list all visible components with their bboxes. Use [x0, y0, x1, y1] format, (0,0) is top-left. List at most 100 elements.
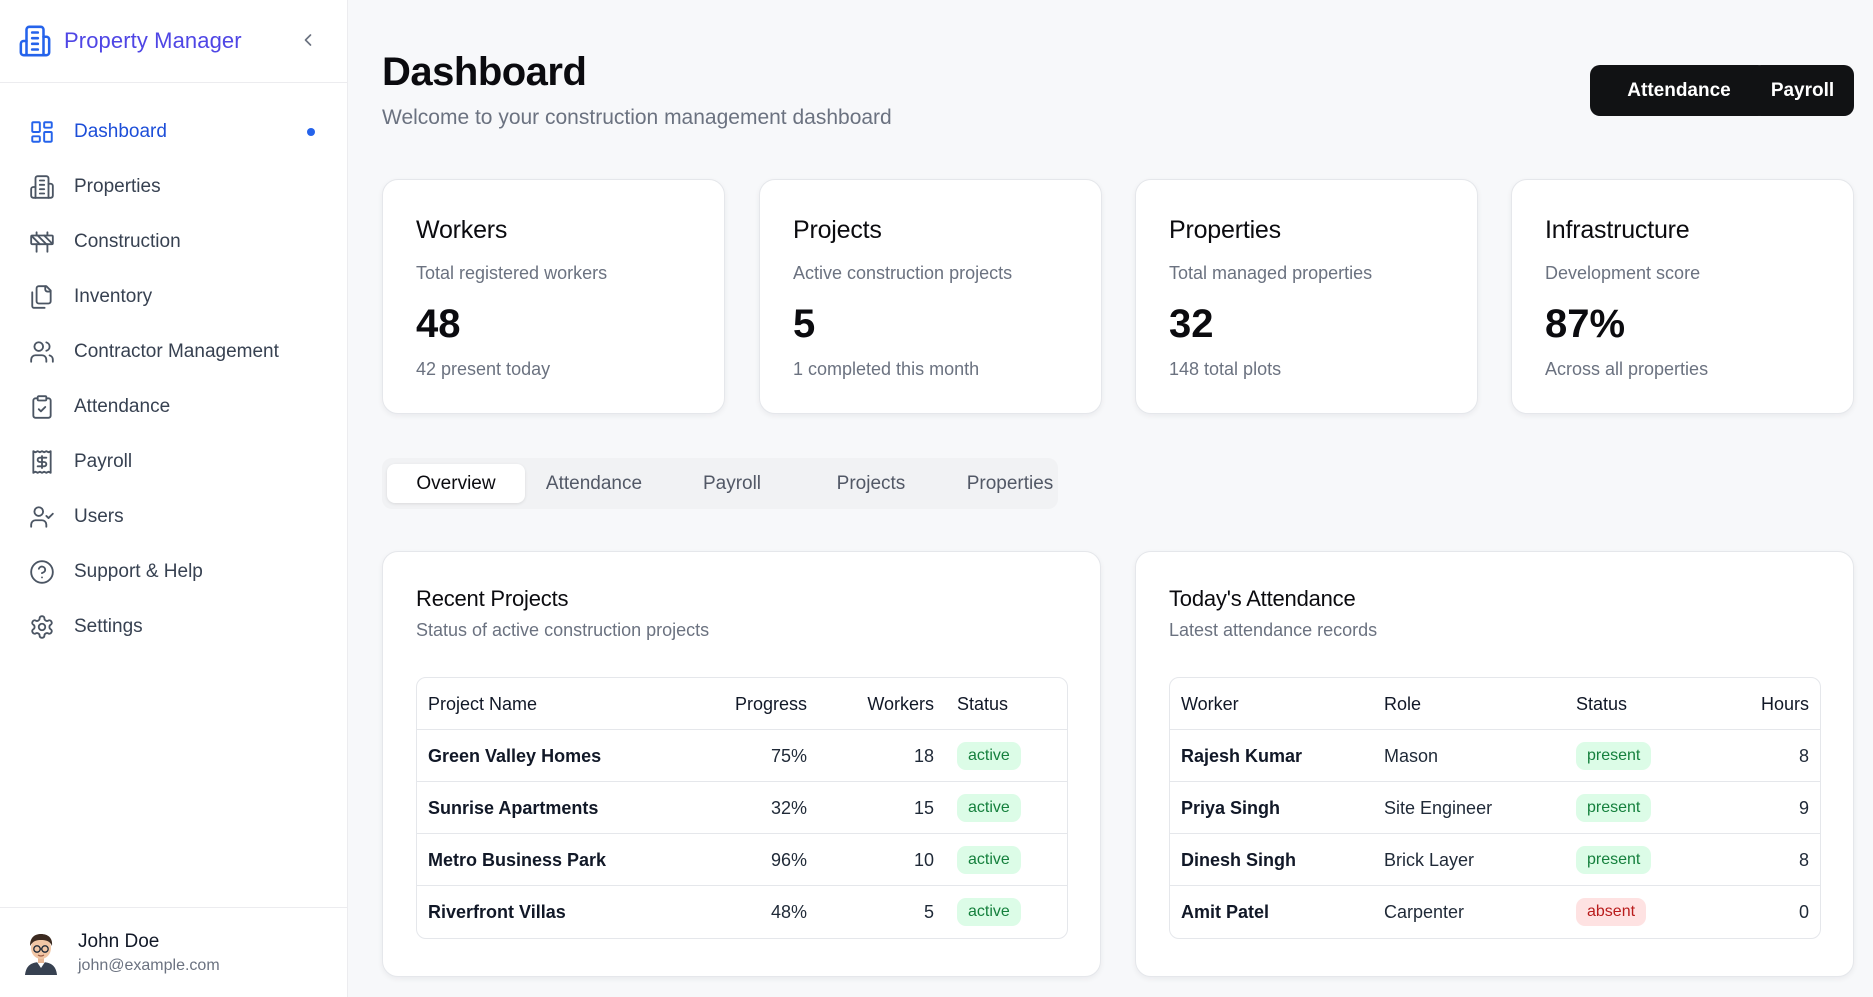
- collapse-sidebar-button[interactable]: [296, 26, 320, 54]
- status-badge: active: [957, 898, 1021, 926]
- payroll-button[interactable]: Payroll: [1751, 65, 1854, 116]
- projects-table: Project Name Progress Workers Status Gre…: [416, 677, 1068, 939]
- column-header: Status: [1576, 693, 1628, 714]
- worker-name: Amit Patel: [1181, 901, 1270, 922]
- building-icon: [28, 173, 56, 201]
- sidebar-nav: Dashboard Properties Construction Invent…: [0, 104, 348, 654]
- user-profile[interactable]: John Doe john@example.com: [0, 907, 348, 997]
- status-badge: active: [957, 846, 1021, 874]
- table-row[interactable]: Dinesh Singh Brick Layer present 8: [1170, 834, 1820, 886]
- stat-note: 148 total plots: [1169, 359, 1282, 379]
- worker-hours: 9: [1798, 797, 1809, 818]
- sidebar-item-attendance[interactable]: Attendance: [0, 379, 348, 434]
- sidebar-item-label: Construction: [74, 230, 181, 252]
- table-row[interactable]: Amit Patel Carpenter absent 0: [1170, 886, 1820, 938]
- table-row[interactable]: Sunrise Apartments 32% 15 active: [417, 782, 1067, 834]
- todays-attendance-panel: Today's Attendance Latest attendance rec…: [1135, 551, 1854, 977]
- table-row[interactable]: Priya Singh Site Engineer present 9: [1170, 782, 1820, 834]
- worker-role: Site Engineer: [1384, 797, 1493, 818]
- project-name: Riverfront Villas: [428, 901, 566, 922]
- sidebar-item-construction[interactable]: Construction: [0, 214, 348, 269]
- project-name: Sunrise Apartments: [428, 797, 599, 818]
- status-badge: active: [957, 742, 1021, 770]
- stat-subtitle: Total managed properties: [1169, 263, 1373, 283]
- user-check-icon: [28, 503, 56, 531]
- brand-header: Property Manager: [0, 0, 348, 83]
- active-indicator-dot: [307, 128, 315, 136]
- sidebar-item-dashboard[interactable]: Dashboard: [0, 104, 348, 159]
- sidebar-item-settings[interactable]: Settings: [0, 599, 348, 654]
- stat-value: 5: [793, 302, 816, 346]
- sidebar-item-contractor-management[interactable]: Contractor Management: [0, 324, 348, 379]
- worker-hours: 0: [1798, 901, 1809, 922]
- worker-name: Dinesh Singh: [1181, 849, 1297, 870]
- avatar: [22, 931, 60, 975]
- worker-hours: 8: [1798, 745, 1809, 766]
- stat-value: 32: [1169, 302, 1214, 346]
- column-header: Project Name: [428, 693, 538, 714]
- column-header: Workers: [867, 693, 934, 714]
- sidebar-item-label: Support & Help: [74, 560, 203, 582]
- sidebar-item-inventory[interactable]: Inventory: [0, 269, 348, 324]
- project-workers: 15: [913, 797, 934, 818]
- tab-properties[interactable]: Properties: [966, 472, 1054, 494]
- table-row[interactable]: Metro Business Park 96% 10 active: [417, 834, 1067, 886]
- clipboard-check-icon: [28, 393, 56, 421]
- sidebar-item-users[interactable]: Users: [0, 489, 348, 544]
- sidebar-item-support-help[interactable]: Support & Help: [0, 544, 348, 599]
- tab-bar: Overview Attendance Payroll Projects Pro…: [382, 458, 1058, 509]
- stat-card-projects: Projects Active construction projects 5 …: [759, 179, 1102, 414]
- page-subtitle: Welcome to your construction management …: [382, 106, 892, 129]
- table-header-row: Project Name Progress Workers Status: [417, 678, 1067, 730]
- project-progress: 48%: [770, 901, 807, 922]
- status-badge: absent: [1576, 898, 1647, 926]
- column-header: Hours: [1760, 693, 1809, 714]
- project-workers: 10: [913, 849, 934, 870]
- panel-title: Today's Attendance: [1169, 586, 1356, 611]
- user-name: John Doe: [78, 930, 160, 952]
- layout-grid-icon: [28, 118, 56, 146]
- project-progress: 75%: [770, 745, 807, 766]
- user-email: john@example.com: [78, 956, 220, 974]
- table-row[interactable]: Rajesh Kumar Mason present 8: [1170, 730, 1820, 782]
- users-icon: [28, 338, 56, 366]
- tab-payroll[interactable]: Payroll: [702, 472, 762, 494]
- stat-note: 1 completed this month: [793, 359, 980, 379]
- sidebar-item-label: Dashboard: [74, 120, 167, 142]
- attendance-button[interactable]: Attendance: [1590, 65, 1768, 116]
- page-title: Dashboard: [382, 50, 587, 94]
- sidebar-item-payroll[interactable]: Payroll: [0, 434, 348, 489]
- stat-title: Infrastructure: [1545, 216, 1690, 244]
- files-icon: [28, 283, 56, 311]
- project-progress: 32%: [770, 797, 807, 818]
- status-badge: present: [1576, 742, 1652, 770]
- sidebar-item-label: Inventory: [74, 285, 153, 307]
- tab-overview[interactable]: Overview: [387, 464, 525, 503]
- recent-projects-panel: Recent Projects Status of active constru…: [382, 551, 1101, 977]
- app-title: Property Manager: [64, 28, 242, 53]
- stat-subtitle: Active construction projects: [793, 263, 1013, 283]
- table-row[interactable]: Green Valley Homes 75% 18 active: [417, 730, 1067, 782]
- column-header: Status: [957, 693, 1009, 714]
- gear-icon: [28, 613, 56, 641]
- stat-title: Projects: [793, 216, 882, 244]
- tab-projects[interactable]: Projects: [836, 472, 906, 494]
- worker-role: Mason: [1384, 745, 1439, 766]
- column-header: Role: [1384, 693, 1422, 714]
- panel-title: Recent Projects: [416, 586, 569, 611]
- building-logo-icon: [18, 24, 52, 58]
- sidebar-item-label: Settings: [74, 615, 143, 637]
- status-badge: present: [1576, 846, 1652, 874]
- construction-barrier-icon: [28, 228, 56, 256]
- table-header-row: Worker Role Status Hours: [1170, 678, 1820, 730]
- stat-card-infrastructure: Infrastructure Development score 87% Acr…: [1511, 179, 1854, 414]
- worker-role: Carpenter: [1384, 901, 1465, 922]
- stat-value: 48: [416, 302, 461, 346]
- stat-card-workers: Workers Total registered workers 48 42 p…: [382, 179, 725, 414]
- stat-title: Workers: [416, 216, 508, 244]
- sidebar: Property Manager Dashboard Properties Co…: [0, 0, 348, 997]
- sidebar-item-properties[interactable]: Properties: [0, 159, 348, 214]
- worker-hours: 8: [1798, 849, 1809, 870]
- tab-attendance[interactable]: Attendance: [545, 472, 643, 494]
- table-row[interactable]: Riverfront Villas 48% 5 active: [417, 886, 1067, 938]
